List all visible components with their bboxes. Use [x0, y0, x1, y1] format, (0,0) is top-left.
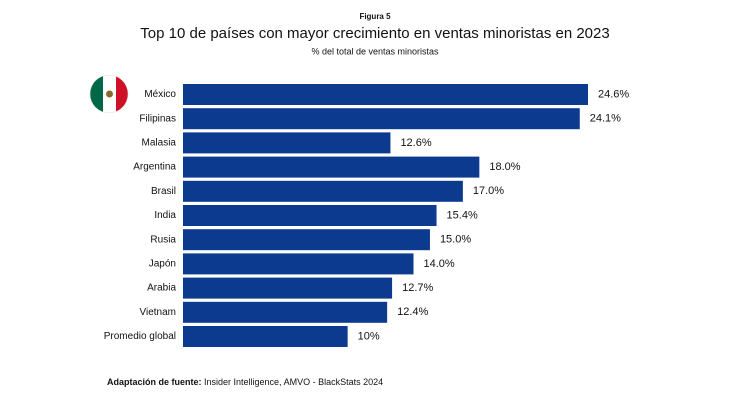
mexico-flag — [89, 74, 129, 114]
category-label: Rusia — [150, 234, 176, 245]
bar — [183, 84, 588, 105]
bar — [183, 277, 393, 299]
category-label: Malasia — [142, 138, 177, 149]
value-label: 12.4% — [397, 306, 428, 318]
category-label: India — [154, 210, 176, 221]
value-label: 17.0% — [473, 185, 504, 197]
bar — [183, 205, 437, 226]
category-label: Vietnam — [139, 307, 176, 318]
bar — [183, 253, 414, 275]
bar — [183, 156, 480, 178]
value-label: 24.6% — [598, 88, 629, 100]
bar — [183, 229, 430, 251]
chart-subtitle: % del total de ventas minoristas — [311, 46, 439, 56]
bar — [183, 326, 348, 347]
source: Adaptación de fuente: Insider Intelligen… — [107, 377, 383, 387]
value-label: 12.6% — [400, 137, 431, 149]
value-label: 10% — [358, 330, 380, 342]
value-label: 14.0% — [423, 258, 454, 270]
bar — [183, 301, 388, 323]
bar — [183, 132, 391, 154]
source-text: Insider Intelligence, AMVO - BlackStats … — [202, 377, 384, 387]
bar — [183, 180, 463, 202]
category-label: Arabia — [147, 283, 176, 294]
figure-label: Figura 5 — [359, 12, 391, 21]
category-label: Promedio global — [104, 331, 176, 342]
category-label: México — [144, 89, 176, 100]
value-label: 24.1% — [590, 113, 621, 125]
value-label: 15.0% — [440, 234, 471, 246]
category-label: Argentina — [133, 162, 176, 173]
bar — [183, 108, 580, 130]
chart-title: Top 10 de países con mayor crecimiento e… — [140, 25, 609, 42]
value-label: 12.7% — [402, 282, 433, 294]
value-label: 18.0% — [489, 161, 520, 173]
category-label: Brasil — [151, 186, 176, 197]
category-label: Filipinas — [139, 113, 176, 124]
value-label: 15.4% — [447, 209, 478, 221]
category-label: Japón — [149, 259, 176, 270]
source-label: Adaptación de fuente: — [107, 377, 202, 387]
